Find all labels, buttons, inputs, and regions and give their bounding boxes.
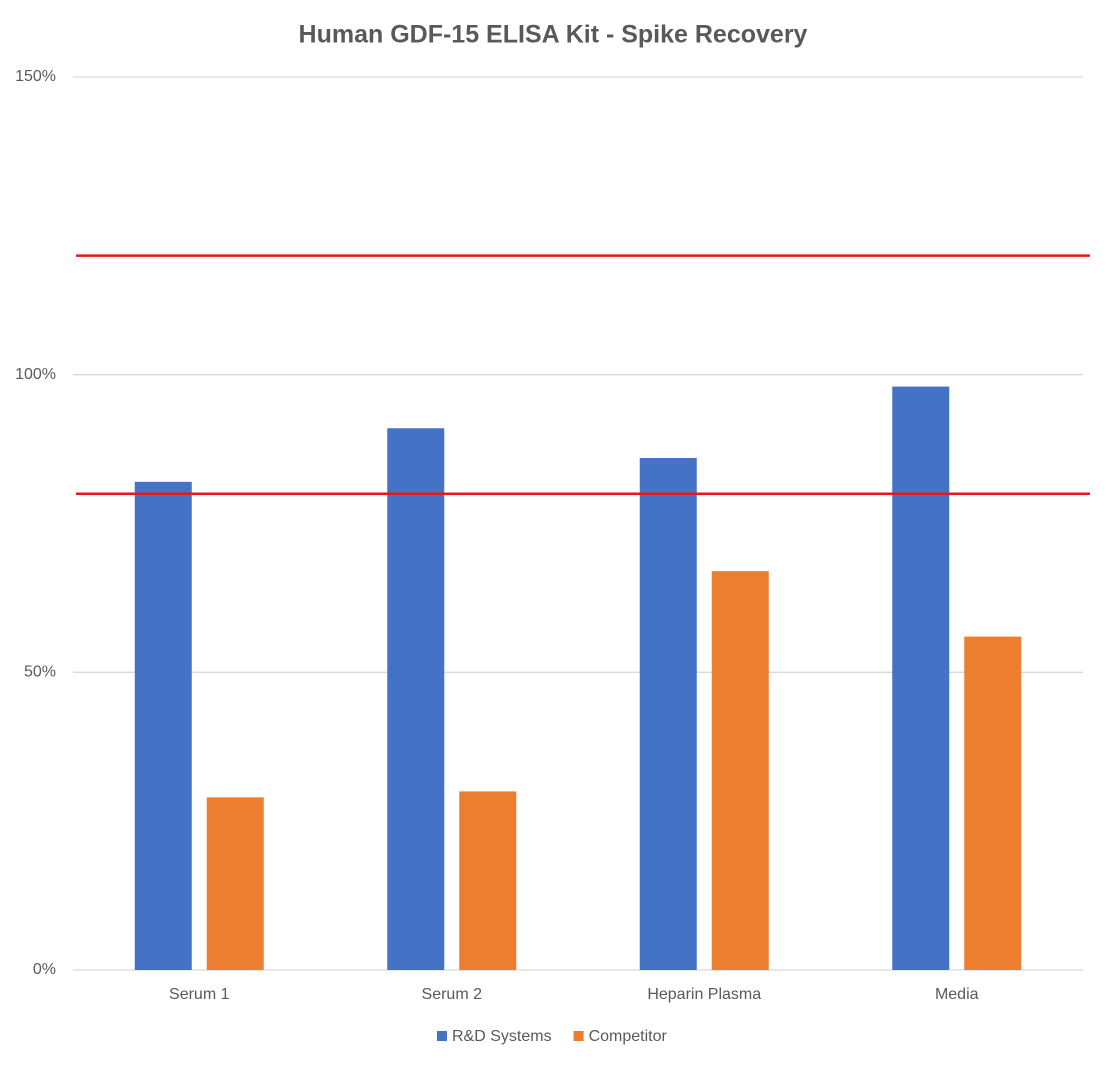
- chart-title: Human GDF-15 ELISA Kit - Spike Recovery: [299, 21, 808, 49]
- legend-label: Competitor: [589, 1028, 668, 1045]
- bar: [711, 571, 769, 970]
- legend-label: R&D Systems: [452, 1028, 552, 1045]
- bar: [892, 386, 950, 970]
- x-tick-label: Serum 2: [422, 986, 483, 1003]
- y-tick-label: 0%: [33, 961, 56, 978]
- bar: [964, 636, 1022, 970]
- bar: [459, 791, 517, 970]
- bar: [206, 797, 264, 970]
- x-tick-label: Heparin Plasma: [647, 986, 761, 1003]
- legend-swatch: [573, 1031, 584, 1041]
- bar: [639, 458, 697, 970]
- bar: [134, 481, 192, 970]
- y-tick-label: 150%: [15, 68, 56, 85]
- y-tick-label: 100%: [15, 366, 56, 383]
- x-tick-label: Serum 1: [169, 986, 230, 1003]
- bar: [387, 428, 445, 970]
- legend-swatch: [437, 1031, 447, 1041]
- x-tick-label: Media: [935, 986, 979, 1003]
- y-tick-label: 50%: [24, 664, 56, 681]
